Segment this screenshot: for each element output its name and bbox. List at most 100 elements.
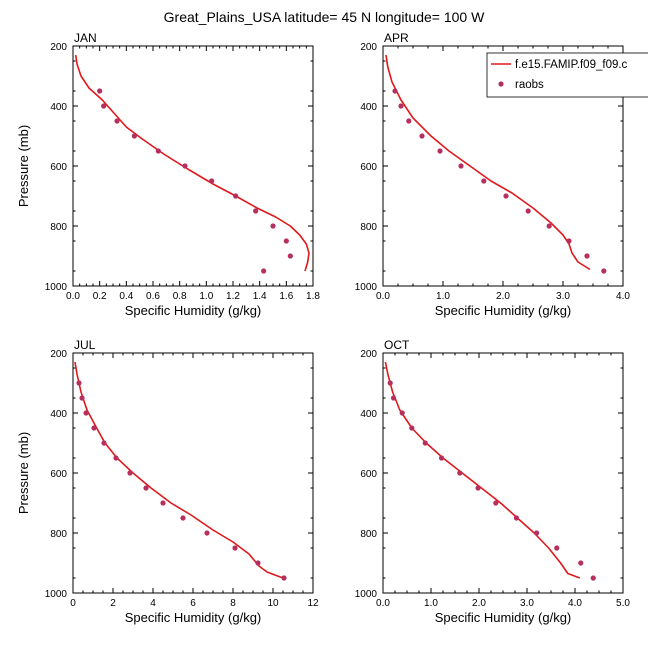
- x-tick-label: 0.2: [93, 291, 107, 302]
- x-tick-label: 3.0: [520, 598, 534, 609]
- x-tick-label: 4.0: [568, 598, 582, 609]
- obs-point: [409, 425, 415, 431]
- y-tick-label: 800: [360, 529, 377, 540]
- x-tick-label: 0.4: [119, 291, 133, 302]
- x-tick-label: 0.0: [66, 291, 80, 302]
- obs-point: [255, 560, 261, 566]
- obs-point: [390, 395, 397, 401]
- obs-point: [422, 440, 428, 446]
- x-tick-label: 1.2: [226, 291, 240, 302]
- x-tick-label: 1.0: [199, 291, 213, 302]
- legend-obs-swatch: [498, 81, 504, 87]
- obs-point: [253, 208, 259, 214]
- obs-point: [143, 485, 149, 491]
- obs-point: [209, 178, 215, 184]
- obs-point: [399, 410, 405, 416]
- obs-point: [160, 500, 166, 506]
- obs-point: [114, 118, 120, 124]
- model-line: [74, 54, 310, 272]
- obs-point: [475, 485, 481, 491]
- obs-point: [590, 575, 596, 581]
- y-tick-label: 600: [50, 162, 67, 173]
- x-tick-label: 0.0: [376, 598, 390, 609]
- y-tick-label: 200: [360, 349, 377, 360]
- x-tick-label: 0.6: [146, 291, 160, 302]
- panels: 0.0 0.2 0.4 0.6 0.8 1.0 1.2 1.4 1.6 1.8 200 400 600 8…: [16, 31, 648, 625]
- y-tick-label: 400: [50, 409, 67, 420]
- obs-point: [398, 103, 404, 109]
- y-tick-label: 200: [50, 349, 67, 360]
- x-axis-label: Specific Humidity (g/kg): [435, 303, 572, 318]
- y-tick-label: 1000: [45, 589, 68, 600]
- panel-jul: 0 2 4 6 8 10 12 200 400 600 800 1000 JUL Specific Hum…: [16, 338, 319, 625]
- plot-frame: [72, 45, 314, 287]
- x-axis-label: Specific Humidity (g/kg): [125, 610, 262, 625]
- y-tick-label: 800: [360, 222, 377, 233]
- obs-point: [261, 268, 267, 274]
- panel-label-oct: OCT: [384, 338, 410, 352]
- panel-jan: 0.0 0.2 0.4 0.6 0.8 1.0 1.2 1.4 1.6 1.8 200 400 600 8…: [16, 31, 320, 318]
- x-tick-label: 4.0: [616, 291, 630, 302]
- panel-apr: 0.0 1.0 2.0 3.0 4.0 200 400 600 800 1000 APR Specif…: [355, 31, 631, 318]
- obs-point: [180, 515, 186, 521]
- y-tick-label: 600: [360, 469, 377, 480]
- x-tick-label: 5.0: [616, 598, 630, 609]
- x-tick-label: 0.0: [376, 291, 390, 302]
- model-line: [385, 54, 591, 271]
- plot-frame: [382, 352, 624, 594]
- x-tick-label: 10: [267, 598, 279, 609]
- x-tick-label: 2.0: [472, 598, 486, 609]
- y-tick-label: 800: [50, 222, 67, 233]
- obs-point: [387, 380, 393, 386]
- panel-label-jul: JUL: [74, 338, 96, 352]
- obs-point: [155, 148, 161, 154]
- obs-point: [578, 560, 584, 566]
- obs-point: [534, 530, 540, 536]
- obs-point: [566, 238, 572, 244]
- x-tick-label: 12: [307, 598, 319, 609]
- y-tick-label: 600: [360, 162, 377, 173]
- legend-obs-label: raobs: [515, 79, 544, 91]
- obs-point: [79, 395, 85, 401]
- obs-point: [233, 193, 239, 199]
- panel-label-jan: JAN: [74, 31, 97, 45]
- x-tick-label: 8: [230, 598, 236, 609]
- y-tick-label: 1000: [355, 589, 378, 600]
- legend-model-label: f.e15.FAMIP.f09_f09.c: [515, 59, 628, 71]
- obs-point: [232, 545, 238, 551]
- y-tick-label: 600: [50, 469, 67, 480]
- obs-point: [83, 410, 89, 416]
- x-tick-label: 2.0: [496, 291, 510, 302]
- y-tick-label: 1000: [45, 282, 68, 293]
- obs-point: [554, 545, 560, 551]
- y-tick-label: 1000: [355, 282, 378, 293]
- obs-point: [283, 238, 289, 244]
- legend-box: [486, 52, 648, 98]
- obs-point: [458, 163, 464, 169]
- x-tick-label: 6: [190, 598, 196, 609]
- plot-frame: [72, 352, 314, 594]
- obs-point: [113, 455, 119, 461]
- obs-point: [457, 470, 463, 476]
- panel-label-apr: APR: [384, 31, 409, 45]
- obs-point: [270, 223, 276, 229]
- y-axis-label: Pressure (mb): [16, 432, 31, 514]
- obs-point: [101, 103, 107, 109]
- obs-point: [513, 515, 520, 521]
- panel-oct: 0.0 1.0 2.0 3.0 4.0 5.0 200 400 600 800 1000 OCT Spe…: [355, 338, 631, 625]
- y-tick-label: 400: [50, 102, 67, 113]
- obs-point: [101, 440, 107, 446]
- obs-point: [546, 223, 552, 229]
- figure-title: Great_Plains_USA latitude= 45 N longitud…: [164, 9, 485, 25]
- obs-point: [131, 133, 137, 139]
- x-tick-label: 3.0: [556, 291, 570, 302]
- x-axis-label: Specific Humidity (g/kg): [435, 610, 572, 625]
- x-tick-label: 1.4: [253, 291, 267, 302]
- obs-point: [392, 88, 398, 94]
- x-tick-label: 1.8: [306, 291, 320, 302]
- obs-point: [287, 253, 293, 259]
- obs-point: [493, 500, 499, 506]
- x-tick-label: 0: [70, 598, 76, 609]
